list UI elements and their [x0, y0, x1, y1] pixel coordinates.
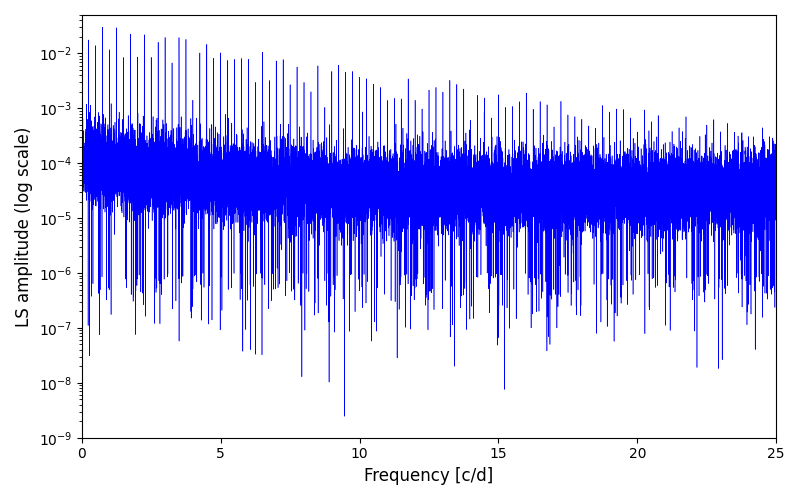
X-axis label: Frequency [c/d]: Frequency [c/d] [364, 467, 494, 485]
Y-axis label: LS amplitude (log scale): LS amplitude (log scale) [15, 126, 33, 326]
